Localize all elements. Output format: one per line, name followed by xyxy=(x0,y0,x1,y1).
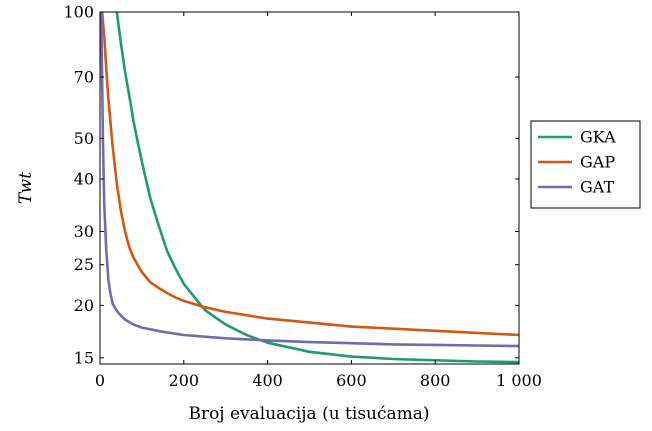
legend-label-gka: GKA xyxy=(580,128,616,147)
series-line-gka xyxy=(115,12,519,364)
series-line-gat xyxy=(100,12,519,348)
y-tick-label: 20 xyxy=(74,296,94,315)
x-tick-label: 200 xyxy=(169,371,200,390)
series-line-gap xyxy=(100,12,519,337)
x-tick-label: 800 xyxy=(420,371,451,390)
y-tick-label: 25 xyxy=(74,255,94,274)
legend-label-gap: GAP xyxy=(580,153,615,172)
legend-box xyxy=(530,120,641,209)
x-tick-label: 1 000 xyxy=(496,371,542,390)
y-tick-label: 100 xyxy=(63,3,94,22)
y-tick-label: 40 xyxy=(74,170,94,189)
plot-frame xyxy=(99,11,520,365)
x-tick-label: 400 xyxy=(252,371,283,390)
y-tick-label: 70 xyxy=(74,68,94,87)
legend: GKA GAP GAT xyxy=(530,120,641,209)
x-axis-title: Broj evaluacija (u tisućama) xyxy=(188,404,429,424)
y-tick-label: 30 xyxy=(74,222,94,241)
x-tick-label: 0 xyxy=(95,371,105,390)
y-axis: 15 20 25 30 40 50 70 100 xyxy=(63,3,519,367)
y-tick-label: 15 xyxy=(74,348,94,367)
x-tick-label: 600 xyxy=(336,371,367,390)
legend-label-gat: GAT xyxy=(580,178,614,197)
y-tick-label: 50 xyxy=(74,129,94,148)
x-axis: 0 200 400 600 800 1 000 xyxy=(95,12,542,390)
series-layer xyxy=(100,12,519,364)
y-axis-title: Twt xyxy=(16,172,36,204)
